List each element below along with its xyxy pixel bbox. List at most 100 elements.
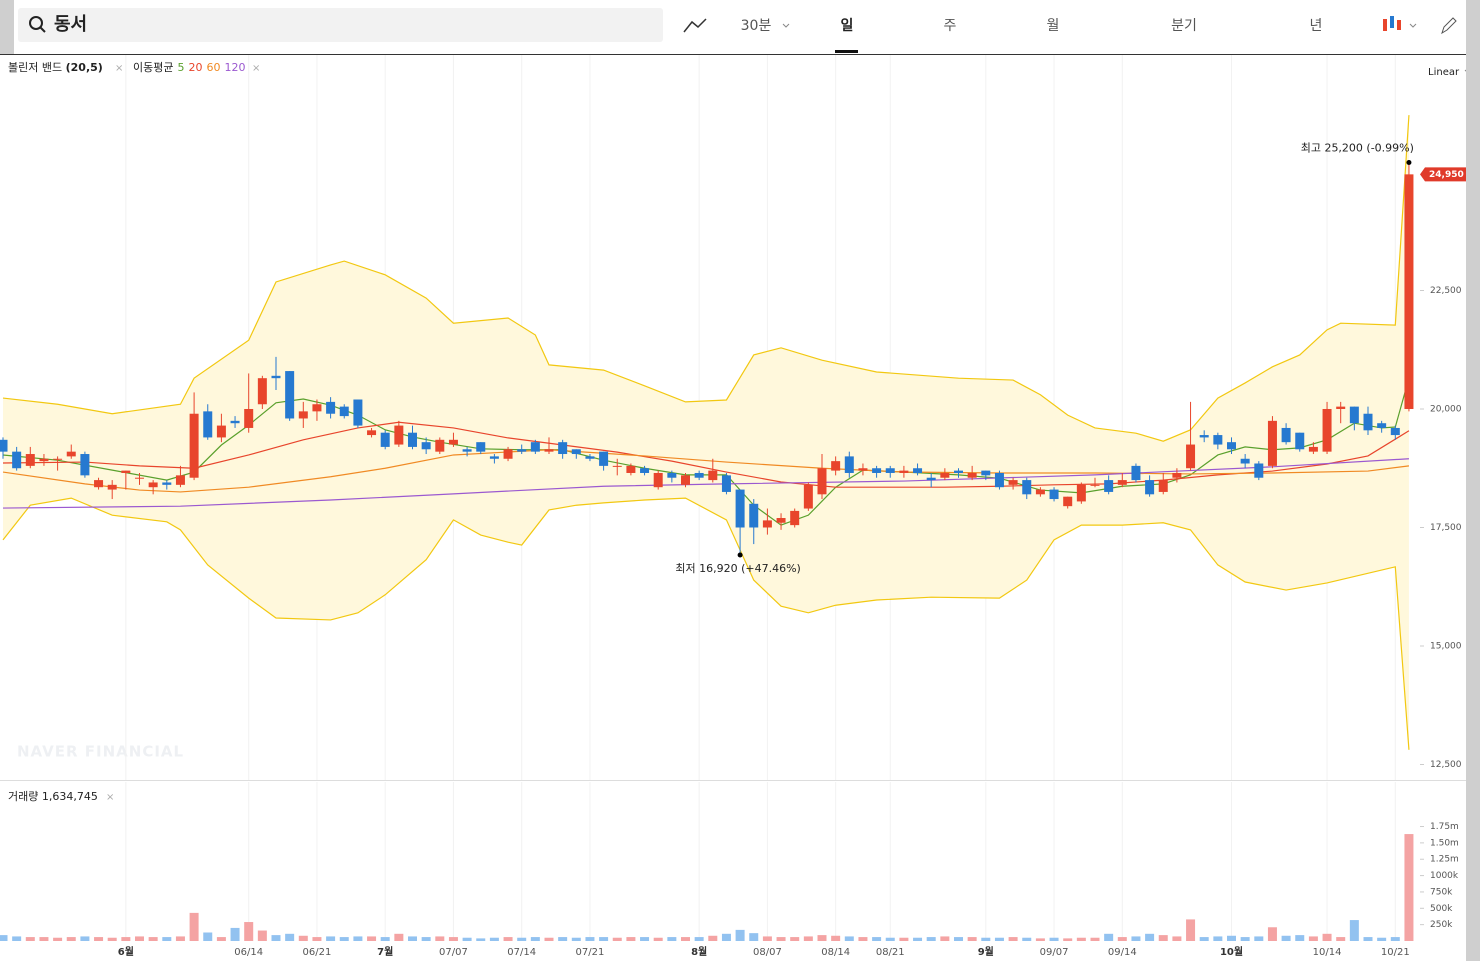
volume-bar <box>735 929 745 941</box>
ma-label: 이동평균 5 20 60 120 <box>133 61 245 74</box>
candle-body <box>558 442 568 455</box>
volume-bar <box>1404 834 1414 941</box>
candle-body <box>203 411 213 438</box>
volume-bar <box>271 935 281 941</box>
y-tick-label: 17,500 <box>1430 523 1462 533</box>
tab[interactable]: 30분 <box>741 18 772 34</box>
volume-bar <box>12 936 22 941</box>
y-tick-label: 12,500 <box>1430 760 1462 770</box>
x-tick-label: 06/21 <box>303 947 332 958</box>
volume-bar <box>0 935 8 941</box>
volume-tick-label: 250k <box>1430 920 1453 930</box>
volume-tick-label: 1.75m <box>1430 822 1459 832</box>
tab[interactable]: 분기 <box>1171 18 1197 34</box>
volume-bar <box>244 922 254 941</box>
candle-body <box>544 449 554 452</box>
watermark: NAVER FINANCIAL <box>17 743 184 761</box>
ma-name: 이동평균 <box>133 61 173 74</box>
volume-bar <box>1049 937 1059 941</box>
candle-body <box>1199 435 1209 438</box>
candle-body <box>571 449 581 455</box>
candle-body <box>926 477 936 481</box>
candle-body <box>1281 427 1291 443</box>
candle-body <box>749 503 759 528</box>
volume-plot <box>0 782 1414 941</box>
candle-body <box>913 468 923 473</box>
candle-body <box>694 472 704 478</box>
candle-body <box>1076 484 1086 502</box>
candle-body <box>489 456 499 459</box>
candle-body <box>1240 458 1250 464</box>
candle-body <box>1322 408 1332 452</box>
volume-label: 거래량 1,634,745 <box>8 790 98 803</box>
tab[interactable]: 년 <box>1310 18 1323 34</box>
candle-body <box>394 425 404 445</box>
indicator-icon[interactable] <box>683 18 707 33</box>
volume-bar <box>1008 937 1018 941</box>
search-box[interactable] <box>18 8 663 42</box>
candle-body <box>12 451 22 469</box>
candle-body <box>1158 480 1168 492</box>
volume-bar <box>66 937 76 941</box>
volume-bar <box>189 912 199 941</box>
candle-body <box>899 470 909 473</box>
volume-bar <box>1199 937 1209 941</box>
candle-body <box>1295 432 1305 450</box>
search-text: 동서 <box>54 14 87 35</box>
candle-body <box>53 458 63 460</box>
candle-body <box>817 468 827 495</box>
x-tick-label: 10월 <box>1220 946 1243 958</box>
volume-bar <box>790 937 800 941</box>
candle-body <box>790 510 800 526</box>
volume-bar <box>53 937 63 941</box>
volume-bar <box>653 937 663 941</box>
volume-bar <box>1349 920 1359 941</box>
close-x[interactable]: × <box>115 63 123 74</box>
volume-bar <box>1063 938 1073 941</box>
tab[interactable]: 주 <box>944 18 957 34</box>
search-icon <box>39 26 46 33</box>
candle-body <box>1131 465 1141 481</box>
candle-body <box>421 442 431 450</box>
candle-body <box>312 404 322 412</box>
scale-label[interactable]: Linear <box>1428 67 1460 78</box>
candle-body <box>503 449 513 459</box>
tab[interactable]: 일 <box>841 18 854 34</box>
candle-body <box>954 470 963 473</box>
candle-body <box>0 439 8 452</box>
close-x: × <box>252 63 260 74</box>
volume-tick-label: 1.50m <box>1430 838 1459 848</box>
volume-bar <box>681 937 690 941</box>
volume-bar <box>1227 935 1236 941</box>
volume-bar <box>148 937 158 941</box>
x-tick-label: 6월 <box>118 946 134 958</box>
candle-body <box>981 470 991 476</box>
candle-body <box>121 470 131 473</box>
candle-body <box>967 472 977 478</box>
volume-bar <box>1022 937 1032 941</box>
close-x[interactable]: × <box>106 792 114 803</box>
volume-bar <box>749 933 759 941</box>
volume-bar <box>694 937 704 941</box>
candle-body <box>844 456 854 473</box>
chevron <box>1409 23 1417 28</box>
x-tick-label: 08/07 <box>753 947 782 958</box>
volume-bar <box>885 937 895 941</box>
candle-body <box>626 465 636 473</box>
tab[interactable]: 월 <box>1047 18 1060 34</box>
candle-body <box>1035 489 1045 495</box>
volume-bar <box>517 937 527 941</box>
candle-body <box>735 489 745 528</box>
candle-body <box>831 461 841 471</box>
candle-body <box>285 371 295 419</box>
candle-body <box>298 411 308 419</box>
candle-body <box>380 432 390 447</box>
volume-bar <box>121 937 131 941</box>
pencil-icon[interactable] <box>1441 17 1457 35</box>
candle-icon[interactable] <box>1383 16 1401 31</box>
volume-bar <box>408 936 417 941</box>
candle-body <box>1008 480 1018 485</box>
volume-bar <box>1117 937 1127 941</box>
volume-bar <box>530 937 540 941</box>
